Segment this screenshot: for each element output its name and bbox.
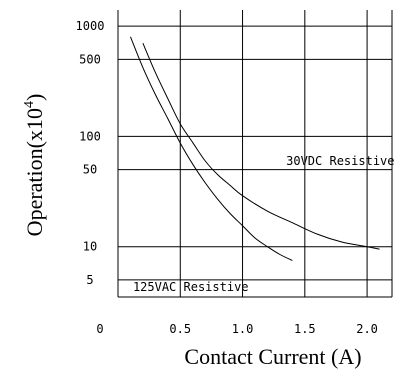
y-axis-label-close: ) <box>22 94 47 101</box>
x-tick-label: 1.5 <box>294 322 316 336</box>
x-tick-label: 1.0 <box>232 322 254 336</box>
series-group: 125VAC Resistive30VDC Resistive <box>129 36 380 261</box>
y-tick-label: 100 <box>79 129 101 143</box>
x-tick-label: 0 <box>96 322 103 336</box>
y-tick-label: 5 <box>86 273 93 287</box>
y-axis-label-superscript: 4 <box>22 101 37 108</box>
plot-frame <box>117 10 393 298</box>
x-tick-label: 0.5 <box>169 322 191 336</box>
annotation-1: 30VDC Resistive <box>286 154 394 168</box>
annotations: 30VDC Resistive 125VAC Resistive <box>133 154 395 294</box>
y-tick-label: 50 <box>83 163 97 177</box>
y-tick-label: 1000 <box>76 19 105 33</box>
grid <box>118 10 392 297</box>
series-line-1: 125VAC Resistive <box>129 36 293 261</box>
y-axis-label-main: Operation(x10 <box>22 108 47 236</box>
x-axis-label: Contact Current (A) <box>184 344 361 369</box>
x-tick-labels: 0 0.5 1.0 1.5 2.0 <box>96 322 378 336</box>
y-axis-label: Operation(x104) <box>22 94 47 237</box>
y-tick-label: 10 <box>83 240 97 254</box>
series-line-2: 30VDC Resistive <box>142 43 380 250</box>
x-tick-label: 2.0 <box>356 322 378 336</box>
y-tick-labels: 5 10 50 100 500 1000 <box>76 19 105 287</box>
annotation-2: 125VAC Resistive <box>133 280 249 294</box>
y-tick-label: 500 <box>79 52 101 66</box>
